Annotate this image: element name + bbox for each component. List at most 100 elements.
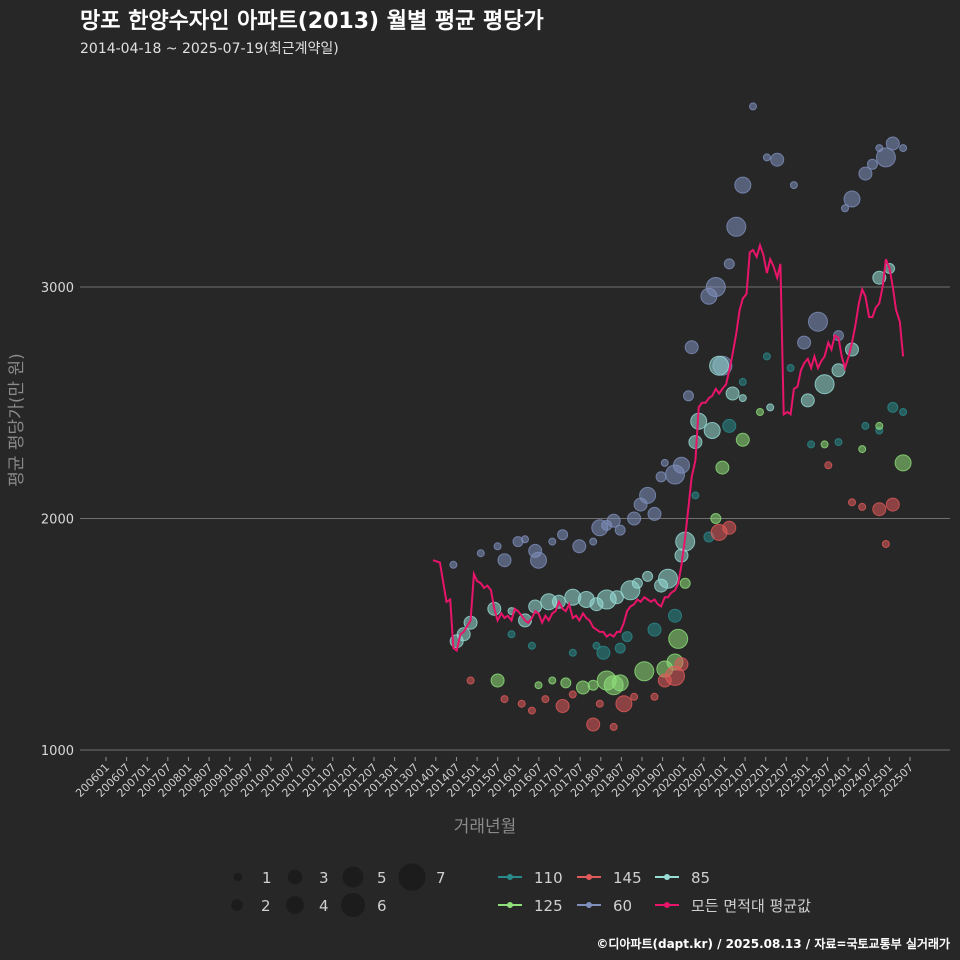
point-60 [762,153,771,162]
point-125 [668,628,689,649]
point-145 [595,699,604,708]
point-145 [541,695,550,704]
y-tick-label: 3000 [41,281,74,296]
chart-caption: ©디아파트(dapt.kr) / 2025.08.13 / 자료=국토교통부 실… [596,936,950,951]
point-60 [530,551,547,569]
point-110 [762,352,771,361]
size-legend-circle [233,872,243,882]
size-legend-label: 1 [262,869,272,887]
y-tick-label: 2000 [41,513,74,528]
size-legend-label: 3 [319,869,329,887]
size-legend-label: 4 [319,897,329,915]
point-60 [797,335,812,350]
point-125 [756,408,764,416]
point-85 [725,386,740,401]
point-85 [814,374,835,395]
size-legend-circle [340,892,366,918]
point-60 [589,537,598,546]
legend-label-125: 125 [534,897,563,915]
point-60 [493,542,502,551]
point-85 [738,394,747,403]
point-145 [881,540,890,548]
point-145 [848,498,856,507]
point-85 [709,355,730,376]
point-145 [517,699,526,708]
point-145 [630,692,639,701]
y-axis-ticks: 1000 2000 3000 [41,281,74,759]
point-145 [722,520,737,535]
point-125 [534,681,543,690]
point-60 [749,102,757,111]
point-110 [786,364,795,372]
point-60 [866,158,878,170]
legend-label-avg: 모든 면적대 평균값 [691,897,811,915]
point-110 [834,438,843,447]
point-60 [858,166,873,181]
x-axis-ticks: 2006012006072007012007072008012008072009… [73,757,916,800]
point-125 [490,673,505,688]
point-60 [705,277,726,297]
size-legend-circle [398,863,426,891]
chart-subtitle: 2014-04-18 ~ 2025-07-19(최근계약일) [80,41,339,57]
point-60 [841,204,849,213]
point-110 [621,631,633,643]
point-145 [650,692,659,701]
color-legend: 110 145 85 125 60 모든 면적대 평균값 [498,869,811,915]
point-110 [527,641,536,650]
legend-marker-avg [664,902,670,908]
point-145 [466,676,475,685]
gridlines [80,286,950,751]
point-60 [726,216,747,237]
point-125 [576,680,590,695]
point-145 [609,722,618,731]
point-125 [858,445,867,454]
point-110 [899,408,908,416]
point-60 [770,152,785,167]
point-145 [586,717,601,732]
point-60 [885,136,900,151]
point-145 [674,657,689,672]
size-legend-circle [286,896,304,914]
point-60 [639,486,657,504]
point-145 [527,706,536,715]
point-60 [497,553,512,568]
point-125 [548,676,557,685]
point-110 [807,440,816,449]
point-60 [572,539,587,554]
point-60 [476,549,485,558]
point-60 [614,524,626,536]
point-60 [683,390,694,402]
point-60 [548,537,557,546]
point-60 [843,190,861,208]
point-125 [611,674,629,692]
point-60 [449,560,458,569]
point-125 [587,679,599,691]
point-110 [861,421,870,430]
point-85 [642,570,654,582]
point-60 [899,144,908,153]
point-145 [872,502,887,517]
point-110 [691,491,700,500]
legend-label-110: 110 [534,869,563,887]
point-110 [738,377,747,386]
point-60 [521,535,529,544]
point-145 [500,695,509,704]
point-110 [668,608,682,623]
point-60 [734,176,752,194]
point-125 [715,460,730,475]
scatter-points [449,102,912,732]
point-60 [808,311,828,332]
size-legend: 1 3 5 7 2 4 6 [231,863,446,918]
point-110 [507,630,516,639]
legend-marker-85 [664,874,670,880]
average-line-group [432,242,905,653]
point-125 [679,577,691,589]
point-125 [710,513,722,524]
point-145 [568,690,577,699]
legend-marker-145 [586,874,592,880]
point-60 [627,511,642,526]
point-60 [647,506,662,521]
size-legend-label: 5 [377,869,387,887]
size-legend-circle [342,866,364,888]
point-60 [875,147,896,168]
